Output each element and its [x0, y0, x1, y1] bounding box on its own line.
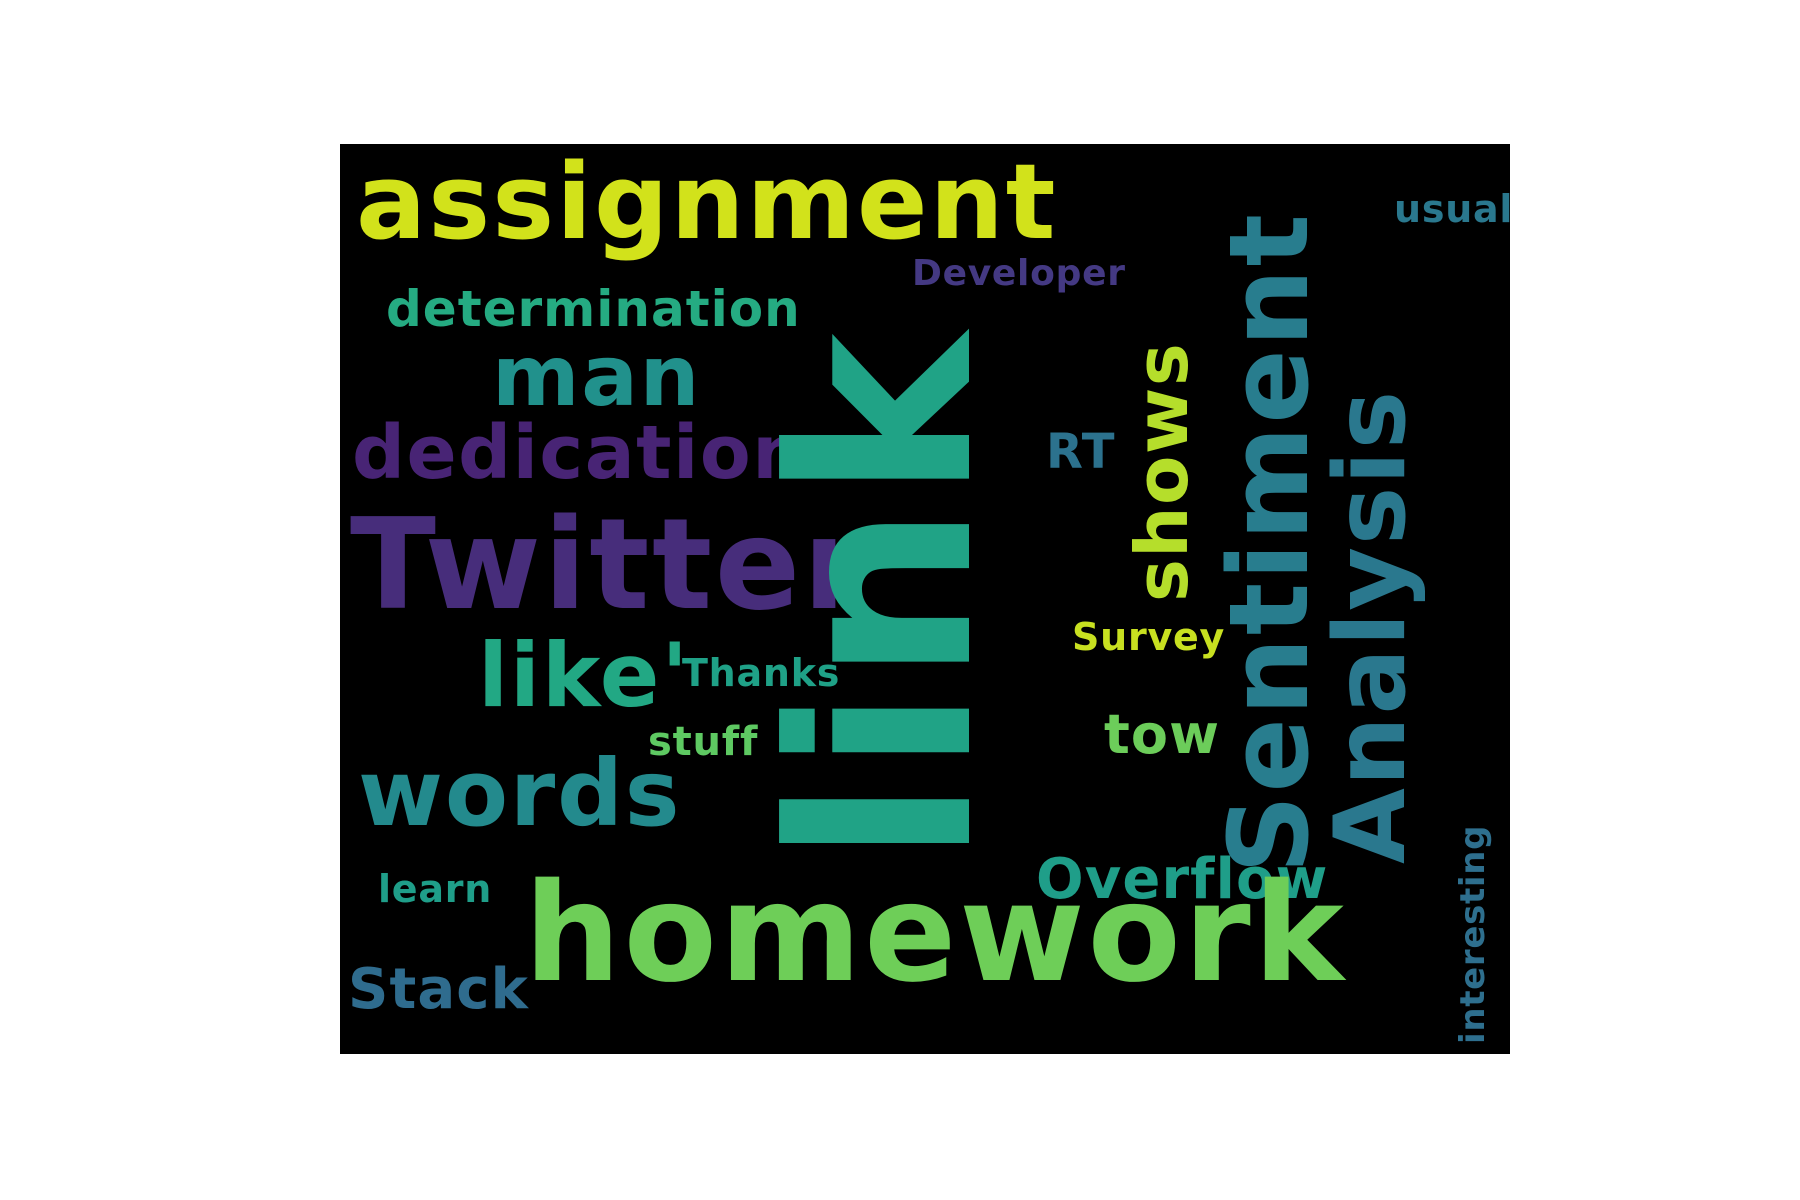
word-cloud-canvas: assignment usual Developer determination… [340, 144, 1510, 1054]
word-twitter: Twitter [350, 491, 868, 638]
word-rt: RT [1046, 424, 1116, 480]
word-determination: determination [386, 280, 801, 338]
word-overflow: Overflow [1036, 847, 1329, 912]
word-tow: tow [1104, 703, 1221, 766]
word-learn: learn [378, 867, 493, 911]
word-like: like' [478, 624, 690, 727]
word-usual: usual [1394, 187, 1510, 231]
word-sentiment: Sentiment [1205, 211, 1333, 874]
word-thanks: Thanks [682, 651, 841, 695]
word-interesting: interesting [1453, 824, 1493, 1044]
word-shows: shows [1120, 341, 1204, 602]
word-man: man [492, 327, 702, 425]
word-homework: homework [524, 855, 1347, 1013]
word-stuff: stuff [648, 719, 759, 765]
word-survey: Survey [1072, 615, 1226, 659]
word-words: words [358, 740, 682, 847]
word-analysis: Analysis [1314, 388, 1428, 864]
word-developer: Developer [912, 253, 1126, 294]
word-dedication: dedication [352, 410, 807, 496]
word-stack: Stack [348, 957, 529, 1022]
word-link: link [737, 328, 1028, 864]
word-assignment: assignment [356, 144, 1058, 263]
